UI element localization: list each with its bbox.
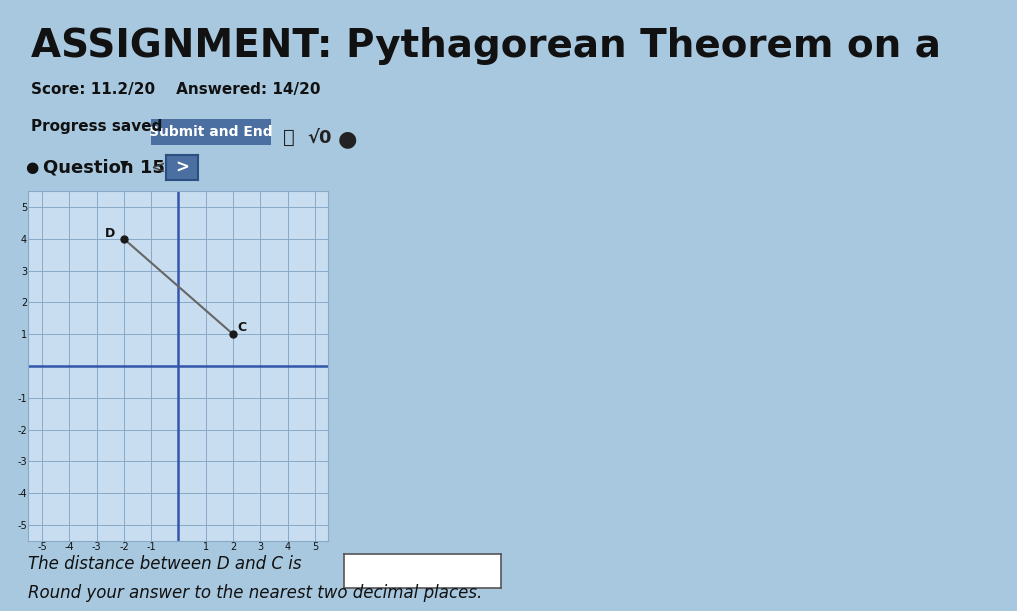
- Text: C: C: [237, 321, 246, 334]
- Text: >: >: [175, 158, 189, 177]
- Text: Submit and End: Submit and End: [148, 125, 273, 139]
- Text: √0: √0: [307, 128, 332, 146]
- Text: Progress saved: Progress saved: [31, 119, 162, 134]
- Text: ●: ●: [25, 160, 39, 175]
- Text: Round your answer to the nearest two decimal places.: Round your answer to the nearest two dec…: [28, 584, 483, 601]
- Text: D: D: [105, 227, 115, 240]
- Text: ●: ●: [338, 130, 357, 150]
- Text: ⎙: ⎙: [283, 128, 295, 147]
- Text: Question 15: Question 15: [43, 159, 165, 177]
- Text: Score: 11.2/20    Answered: 14/20: Score: 11.2/20 Answered: 14/20: [31, 82, 320, 98]
- Text: ASSIGNMENT: Pythagorean Theorem on a: ASSIGNMENT: Pythagorean Theorem on a: [31, 27, 941, 65]
- Text: <: <: [151, 159, 166, 177]
- Text: ▼: ▼: [120, 160, 128, 170]
- Text: The distance between D and C is: The distance between D and C is: [28, 555, 302, 573]
